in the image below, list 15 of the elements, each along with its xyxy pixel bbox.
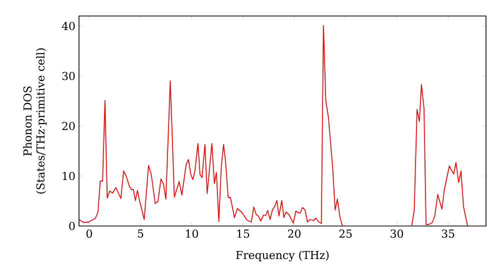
x-tick-label: 15 bbox=[237, 230, 250, 238]
x-tick-label: 25 bbox=[339, 230, 352, 238]
x-axis-title: Frequency (THz) bbox=[236, 250, 329, 262]
y-tick-label: 20 bbox=[62, 122, 75, 130]
y-axis-title: Phonon DOS (States/THz·primitive cell) bbox=[23, 48, 47, 194]
y-tick-label: 10 bbox=[62, 172, 75, 180]
y-tick-label: 30 bbox=[62, 72, 75, 80]
y-tick-label: 0 bbox=[69, 222, 75, 230]
x-tick-label: 0 bbox=[86, 230, 92, 238]
x-tick-label: 5 bbox=[138, 230, 144, 238]
x-tick-label: 20 bbox=[288, 230, 301, 238]
y-tick-label: 40 bbox=[62, 22, 75, 30]
x-tick-label: 30 bbox=[390, 230, 404, 238]
x-tick-label: 10 bbox=[186, 230, 198, 238]
x-tick-label: 35 bbox=[442, 230, 454, 238]
